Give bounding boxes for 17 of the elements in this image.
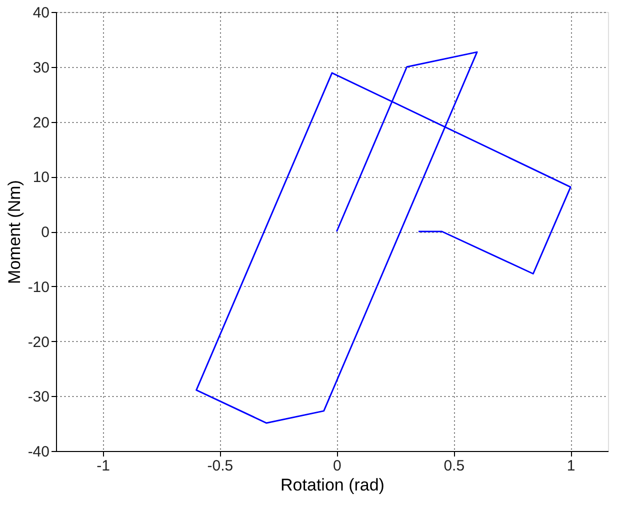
x-tick-label: -0.5 bbox=[207, 458, 234, 474]
x-tick-label: 0.5 bbox=[444, 458, 465, 474]
y-tick-label: -40 bbox=[28, 444, 50, 460]
y-tick-label: 0 bbox=[41, 224, 50, 241]
y-tick-label: 40 bbox=[32, 4, 50, 22]
y-tick-label: 20 bbox=[32, 114, 50, 132]
y-axis-title: Moment (Nm) bbox=[4, 180, 24, 284]
line-series bbox=[196, 51, 572, 424]
x-axis-title: Rotation (rad) bbox=[280, 476, 384, 494]
y-tick-label: -20 bbox=[28, 334, 50, 351]
y-tick-label: -10 bbox=[28, 278, 50, 296]
y-tick-label: 30 bbox=[32, 59, 50, 76]
y-tick-label: 10 bbox=[32, 169, 50, 186]
y-tick-label: -30 bbox=[28, 388, 50, 406]
x-tick-label: -1 bbox=[96, 458, 110, 474]
x-tick-label: 1 bbox=[566, 458, 576, 474]
x-tick-label: 0 bbox=[333, 458, 342, 474]
